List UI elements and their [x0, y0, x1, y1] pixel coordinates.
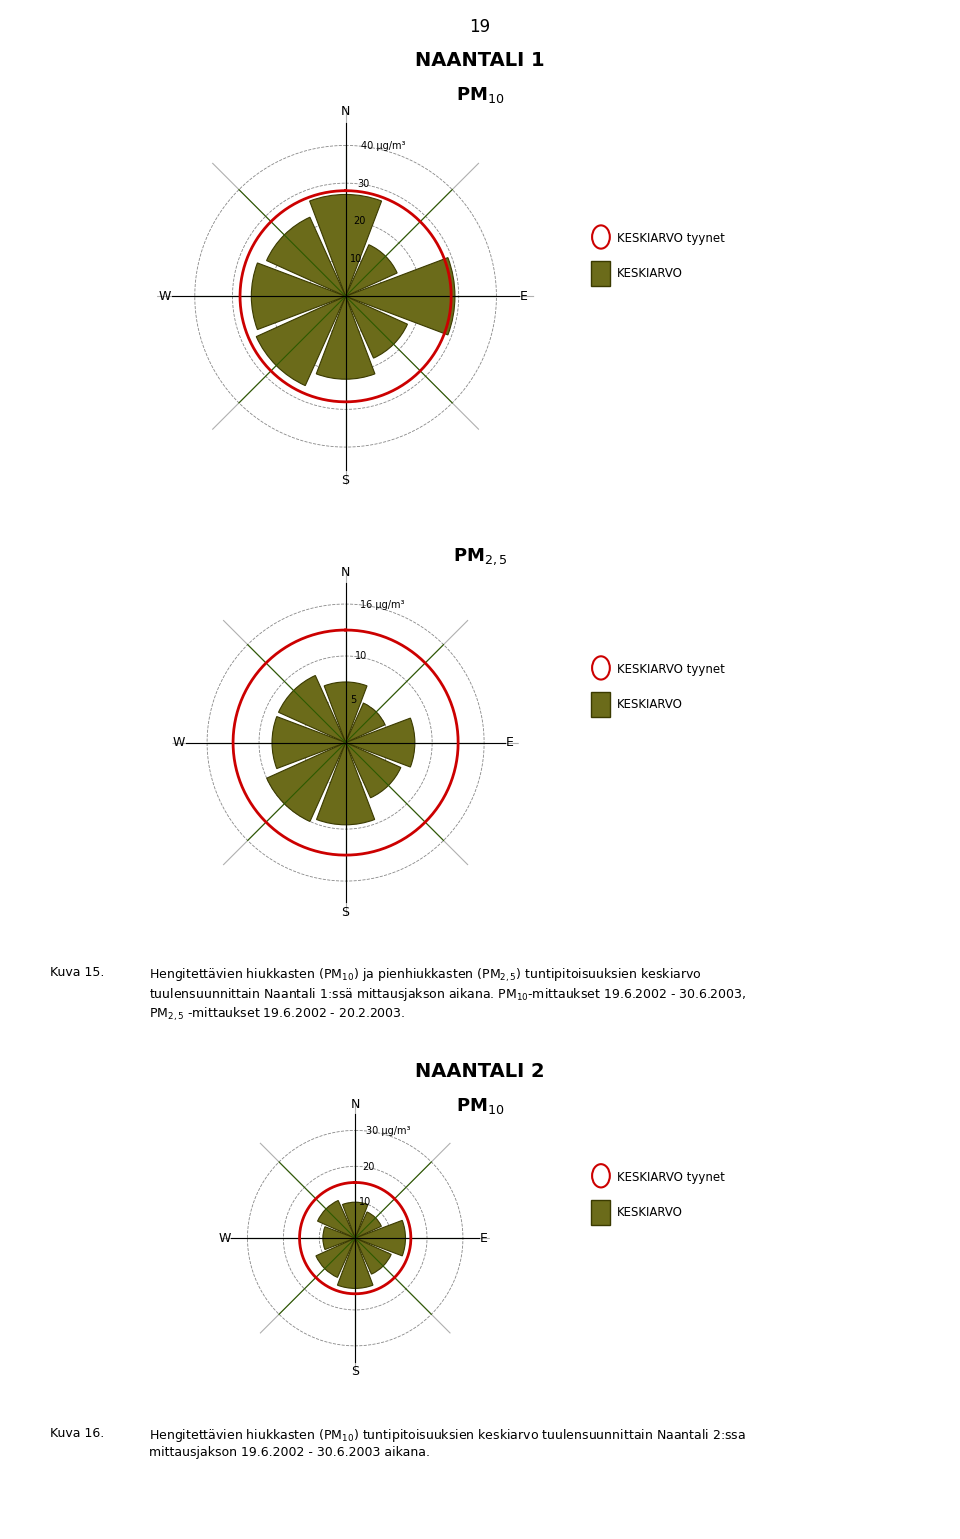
Text: 40 μg/m³: 40 μg/m³ — [361, 142, 406, 151]
Text: Hengitettävien hiukkasten (PM$_{10}$) tuntipitoisuuksien keskiarvo tuulensuunnit: Hengitettävien hiukkasten (PM$_{10}$) tu… — [149, 1427, 746, 1459]
Text: 30 μg/m³: 30 μg/m³ — [367, 1127, 411, 1136]
Text: KESKIARVO: KESKIARVO — [617, 1207, 684, 1219]
Text: S: S — [351, 1365, 359, 1379]
Text: 19: 19 — [469, 18, 491, 35]
Bar — [355, 1211, 381, 1237]
Text: N: N — [341, 105, 350, 119]
Bar — [343, 1202, 368, 1237]
Text: PM$_{10}$: PM$_{10}$ — [456, 1096, 504, 1116]
Bar — [316, 295, 375, 379]
Text: W: W — [158, 289, 171, 303]
Text: 20: 20 — [363, 1162, 375, 1171]
Text: S: S — [342, 906, 349, 919]
Text: W: W — [218, 1231, 230, 1245]
Text: Kuva 16.: Kuva 16. — [50, 1427, 105, 1439]
Bar — [272, 717, 346, 768]
Text: KESKIARVO tyynet: KESKIARVO tyynet — [617, 1171, 725, 1183]
Bar — [355, 1220, 405, 1256]
Text: N: N — [350, 1097, 360, 1111]
Bar — [316, 1237, 355, 1277]
Text: W: W — [173, 736, 185, 749]
Bar — [278, 676, 346, 742]
Bar — [267, 217, 346, 295]
Text: 10: 10 — [354, 651, 367, 662]
Bar — [256, 295, 346, 386]
Text: E: E — [506, 736, 514, 749]
Text: E: E — [480, 1231, 488, 1245]
Text: PM$_{10}$: PM$_{10}$ — [456, 85, 504, 105]
Bar — [318, 1200, 355, 1237]
Bar — [252, 263, 346, 329]
Text: 16 μg/m³: 16 μg/m³ — [360, 600, 404, 609]
Bar — [267, 742, 346, 822]
Text: N: N — [341, 566, 350, 579]
Text: NAANTALI 1: NAANTALI 1 — [415, 51, 545, 69]
Text: 30: 30 — [357, 179, 370, 189]
Bar — [323, 1227, 355, 1250]
Bar — [337, 1237, 373, 1288]
Bar — [346, 742, 401, 797]
Text: KESKIARVO: KESKIARVO — [617, 268, 684, 280]
Text: 10: 10 — [349, 254, 362, 263]
Text: 5: 5 — [350, 694, 356, 705]
Bar — [317, 742, 374, 825]
Text: Kuva 15.: Kuva 15. — [50, 966, 105, 979]
Text: E: E — [520, 289, 528, 303]
Bar — [346, 245, 397, 295]
Text: KESKIARVO: KESKIARVO — [617, 699, 684, 711]
Text: S: S — [342, 474, 349, 488]
Text: 10: 10 — [359, 1197, 372, 1208]
Bar — [346, 295, 407, 359]
Text: KESKIARVO tyynet: KESKIARVO tyynet — [617, 232, 725, 245]
Bar — [310, 194, 381, 295]
Text: PM$_{2,5}$: PM$_{2,5}$ — [453, 546, 507, 566]
Text: 20: 20 — [353, 217, 366, 226]
Bar — [346, 719, 415, 766]
Bar — [346, 703, 385, 742]
Text: Hengitettävien hiukkasten (PM$_{10}$) ja pienhiukkasten (PM$_{2,5}$) tuntipitois: Hengitettävien hiukkasten (PM$_{10}$) ja… — [149, 966, 746, 1023]
Bar — [324, 682, 367, 742]
Bar — [346, 257, 455, 336]
Bar — [355, 1237, 392, 1274]
Text: NAANTALI 2: NAANTALI 2 — [415, 1062, 545, 1080]
Text: KESKIARVO tyynet: KESKIARVO tyynet — [617, 663, 725, 676]
